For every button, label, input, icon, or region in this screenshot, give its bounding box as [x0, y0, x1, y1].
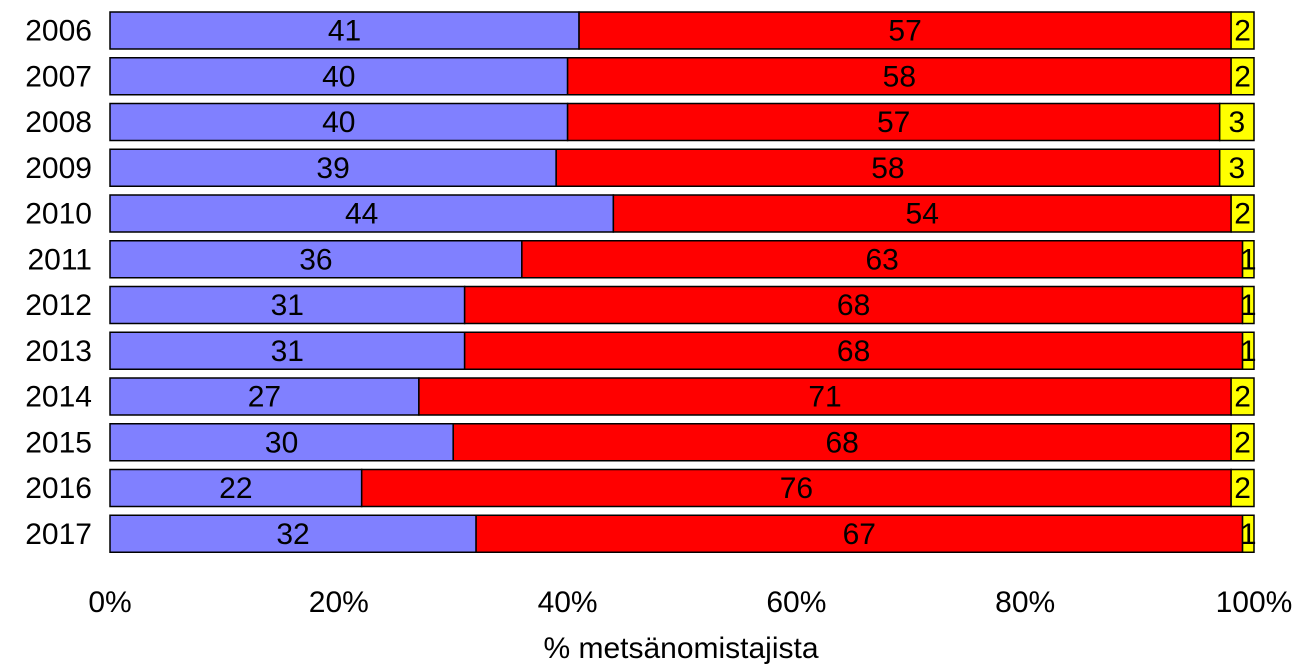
data-label: 57 — [877, 106, 910, 139]
category-label: 2008 — [25, 106, 92, 139]
bar-segment — [1230, 423, 1255, 462]
bars-layer: 41 57 2 40 58 2 40 57 3 39 58 3 44 54 2 36 63 1 31 68 1 31 68 1… — [109, 11, 1257, 553]
data-label: 40 — [322, 106, 355, 139]
data-label: 41 — [328, 15, 361, 48]
data-label: 40 — [322, 60, 355, 93]
data-label: 58 — [871, 152, 904, 185]
data-label: 67 — [843, 518, 876, 551]
bar-segment — [109, 331, 466, 370]
category-label: 2011 — [27, 243, 92, 276]
bar-segment — [109, 285, 466, 325]
data-label: 2 — [1234, 381, 1251, 414]
data-label: 2 — [1234, 15, 1251, 48]
x-tick-labels: 0% 20% 40% 60% 80% 100% — [88, 586, 1292, 619]
data-label: 2 — [1234, 60, 1251, 93]
category-label: 2010 — [25, 198, 92, 231]
data-label: 1 — [1240, 518, 1257, 551]
bar-segment — [1230, 57, 1255, 96]
bar-segment — [1241, 331, 1255, 370]
x-axis-title: % metsänomistajista — [543, 632, 818, 665]
bar-segment — [463, 285, 1244, 325]
category-label: 2013 — [25, 335, 92, 368]
bar-segment — [109, 423, 454, 462]
bar-segment — [1241, 240, 1255, 279]
category-label: 2006 — [25, 15, 92, 48]
bar-segment — [109, 240, 523, 279]
data-label: 63 — [866, 243, 899, 276]
x-tick-label: 100% — [1216, 586, 1293, 619]
category-label: 2007 — [25, 60, 92, 93]
bar-segment — [109, 468, 363, 508]
category-label: 2012 — [25, 289, 92, 322]
data-label: 36 — [299, 243, 332, 276]
data-label: 3 — [1228, 106, 1245, 139]
data-label: 27 — [248, 381, 281, 414]
category-label: 2014 — [25, 381, 92, 414]
data-label: 32 — [276, 518, 309, 551]
data-label: 54 — [906, 198, 939, 231]
category-labels: 2006 2007 2008 2009 2010 2011 2012 2013 2014 2015… — [25, 15, 92, 551]
bar-segment — [109, 194, 615, 233]
data-label: 39 — [316, 152, 349, 185]
x-tick-label: 60% — [766, 586, 826, 619]
data-label: 2 — [1234, 426, 1251, 459]
bar-segment — [1230, 194, 1255, 233]
data-label: 68 — [825, 426, 858, 459]
bar-segment — [566, 102, 1221, 142]
bar-segment — [555, 148, 1221, 187]
data-label: 3 — [1228, 152, 1245, 185]
x-tick-label: 40% — [538, 586, 598, 619]
bar-segment — [1230, 11, 1255, 50]
x-tick-label: 0% — [88, 586, 131, 619]
bar-segment — [463, 331, 1244, 370]
bar-segment — [566, 57, 1232, 96]
category-label: 2017 — [25, 518, 92, 551]
bar-segment — [1218, 148, 1255, 187]
data-label: 1 — [1240, 289, 1257, 322]
data-label: 22 — [219, 472, 252, 505]
data-label: 44 — [345, 198, 378, 231]
data-label: 30 — [265, 426, 298, 459]
data-label: 1 — [1240, 243, 1257, 276]
x-tick-label: 20% — [309, 586, 369, 619]
data-label: 76 — [780, 472, 813, 505]
data-label: 31 — [271, 289, 304, 322]
category-label: 2016 — [25, 472, 92, 505]
bar-segment — [1241, 514, 1255, 553]
data-label: 68 — [837, 289, 870, 322]
bar-segment — [452, 423, 1232, 462]
data-label: 58 — [883, 60, 916, 93]
bar-segment — [612, 194, 1232, 233]
bar-segment — [1218, 102, 1255, 142]
bar-segment — [475, 514, 1244, 553]
data-label: 68 — [837, 335, 870, 368]
bar-segment — [109, 57, 569, 96]
bar-segment — [418, 377, 1232, 416]
bar-segment — [578, 11, 1232, 50]
data-label: 2 — [1234, 198, 1251, 231]
data-label: 2 — [1234, 472, 1251, 505]
bar-segment — [1230, 377, 1255, 416]
bar-segment — [109, 11, 580, 50]
data-label: 31 — [271, 335, 304, 368]
x-tick-label: 80% — [995, 586, 1055, 619]
bar-segment — [1230, 468, 1255, 508]
data-label: 1 — [1240, 335, 1257, 368]
bar-segment — [109, 102, 569, 142]
category-label: 2009 — [25, 152, 92, 185]
bar-segment — [1241, 285, 1255, 325]
category-label: 2015 — [25, 426, 92, 459]
data-label: 57 — [888, 15, 921, 48]
bar-segment — [109, 148, 557, 187]
bar-segment — [109, 514, 477, 553]
data-label: 71 — [808, 381, 841, 414]
